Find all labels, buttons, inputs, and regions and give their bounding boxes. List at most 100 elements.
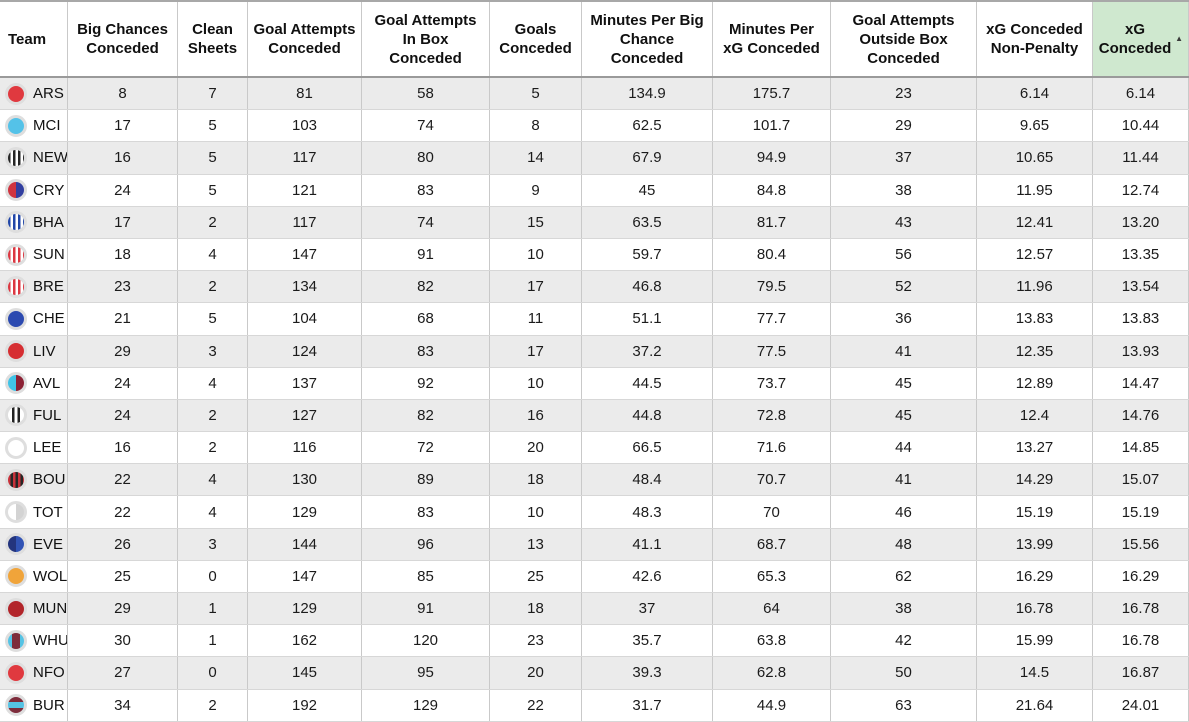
stat-cell-big-chances-conceded: 16	[68, 432, 178, 464]
stat-cell-xg-conceded-non-penalty: 15.19	[977, 496, 1093, 528]
stat-cell-goal-attempts-in-box-conceded: 95	[362, 657, 490, 689]
stat-cell-goal-attempts-outside-box-conceded: 37	[831, 142, 977, 174]
stat-cell-goal-attempts-in-box-conceded: 83	[362, 335, 490, 367]
team-cell: MUN	[0, 593, 68, 625]
team-cell: BOU	[0, 464, 68, 496]
team-badge-icon	[5, 307, 27, 330]
stat-cell-minutes-per-big-chance-conceded: 59.7	[582, 238, 713, 271]
table-row: BUR 34 2 192 129 22 31.7 44.9 63 21.64 24.01	[0, 689, 1189, 722]
team-abbreviation: CRY	[33, 181, 65, 199]
team-badge-icon	[5, 436, 27, 459]
stat-cell-goals-conceded: 8	[490, 110, 582, 142]
team-abbreviation: BOU	[33, 471, 66, 489]
stat-cell-minutes-per-big-chance-conceded: 45	[582, 174, 713, 206]
stat-cell-minutes-per-xg-conceded: 64	[713, 593, 831, 625]
stat-cell-big-chances-conceded: 16	[68, 142, 178, 174]
column-header-label: Goal Attempts In Box Conceded	[374, 11, 477, 67]
stat-cell-goal-attempts-outside-box-conceded: 45	[831, 367, 977, 399]
stat-cell-minutes-per-xg-conceded: 84.8	[713, 174, 831, 206]
stat-cell-clean-sheets: 4	[178, 238, 248, 271]
stat-cell-xg-conceded-non-penalty: 16.78	[977, 593, 1093, 625]
column-header-goal-attempts-outside-box-conceded[interactable]: Goal Attempts Outside Box Conceded	[831, 2, 977, 76]
stat-cell-minutes-per-xg-conceded: 77.7	[713, 303, 831, 335]
stat-cell-minutes-per-xg-conceded: 80.4	[713, 238, 831, 271]
stat-cell-goal-attempts-conceded: 116	[248, 432, 362, 464]
stat-cell-xg-conceded-non-penalty: 12.41	[977, 206, 1093, 238]
stat-cell-goal-attempts-conceded: 147	[248, 560, 362, 592]
stat-cell-minutes-per-xg-conceded: 72.8	[713, 399, 831, 432]
team-abbreviation: AVL	[33, 374, 61, 392]
stat-cell-minutes-per-big-chance-conceded: 66.5	[582, 432, 713, 464]
team-abbreviation: MCI	[33, 117, 61, 135]
stat-cell-big-chances-conceded: 24	[68, 174, 178, 206]
team-cell: WOL	[0, 560, 68, 592]
team-cell: LIV	[0, 335, 68, 367]
stat-cell-big-chances-conceded: 29	[68, 593, 178, 625]
stat-cell-xg-conceded-non-penalty: 13.83	[977, 303, 1093, 335]
stat-cell-minutes-per-big-chance-conceded: 44.8	[582, 399, 713, 432]
stat-cell-clean-sheets: 2	[178, 689, 248, 721]
stat-cell-goal-attempts-conceded: 192	[248, 689, 362, 721]
stat-cell-goal-attempts-conceded: 129	[248, 593, 362, 625]
stat-cell-big-chances-conceded: 23	[68, 271, 178, 303]
stat-cell-goal-attempts-conceded: 147	[248, 238, 362, 271]
stat-cell-xg-conceded: 6.14	[1093, 78, 1189, 110]
stat-cell-goal-attempts-conceded: 134	[248, 271, 362, 303]
column-header-xg-conceded[interactable]: xG Conceded ▲	[1093, 2, 1189, 76]
stat-cell-goals-conceded: 17	[490, 271, 582, 303]
column-header-clean-sheets[interactable]: Clean Sheets	[178, 2, 248, 76]
column-header-xg-conceded-non-penalty[interactable]: xG Conceded Non-Penalty	[977, 2, 1093, 76]
column-header-minutes-per-xg-conceded[interactable]: Minutes Per xG Conceded	[713, 2, 831, 76]
stat-cell-minutes-per-big-chance-conceded: 48.3	[582, 496, 713, 528]
stat-cell-minutes-per-big-chance-conceded: 37	[582, 593, 713, 625]
stat-cell-clean-sheets: 2	[178, 206, 248, 238]
team-abbreviation: FUL	[33, 406, 62, 424]
table-row: MUN 29 1 129 91 18 37 64 38 16.78 16.78	[0, 593, 1189, 626]
team-badge-icon	[5, 468, 27, 491]
stat-cell-goal-attempts-outside-box-conceded: 62	[831, 560, 977, 592]
stat-cell-clean-sheets: 5	[178, 110, 248, 142]
column-header-label: xG Conceded Non-Penalty	[986, 21, 1083, 57]
team-cell: EVE	[0, 528, 68, 560]
team-badge-icon	[5, 146, 27, 169]
stat-cell-big-chances-conceded: 18	[68, 238, 178, 271]
table-row: SUN 18 4 147 91 10 59.7 80.4 56 12.57 13.35	[0, 238, 1189, 272]
stat-cell-goal-attempts-in-box-conceded: 96	[362, 528, 490, 560]
stat-cell-xg-conceded-non-penalty: 14.29	[977, 464, 1093, 496]
stat-cell-minutes-per-xg-conceded: 62.8	[713, 657, 831, 689]
stat-cell-goals-conceded: 10	[490, 367, 582, 399]
stat-cell-big-chances-conceded: 17	[68, 206, 178, 238]
stat-cell-xg-conceded: 13.93	[1093, 335, 1189, 367]
stat-cell-xg-conceded: 10.44	[1093, 110, 1189, 142]
stat-cell-clean-sheets: 1	[178, 593, 248, 625]
column-header-goal-attempts-in-box-conceded[interactable]: Goal Attempts In Box Conceded	[362, 2, 490, 76]
stat-cell-goal-attempts-in-box-conceded: 120	[362, 625, 490, 657]
stat-cell-goal-attempts-outside-box-conceded: 45	[831, 399, 977, 432]
stat-cell-goals-conceded: 14	[490, 142, 582, 174]
team-cell: TOT	[0, 496, 68, 528]
column-header-team[interactable]: Team	[0, 2, 68, 76]
column-header-minutes-per-big-chance-conceded[interactable]: Minutes Per Big Chance Conceded	[582, 2, 713, 76]
stat-cell-minutes-per-xg-conceded: 65.3	[713, 560, 831, 592]
stat-cell-big-chances-conceded: 24	[68, 367, 178, 399]
stat-cell-xg-conceded: 15.56	[1093, 528, 1189, 560]
table-row: NFO 27 0 145 95 20 39.3 62.8 50 14.5 16.87	[0, 657, 1189, 690]
table-row: NEW 16 5 117 80 14 67.9 94.9 37 10.65 11.44	[0, 142, 1189, 175]
stat-cell-goal-attempts-outside-box-conceded: 56	[831, 238, 977, 271]
stat-cell-minutes-per-xg-conceded: 68.7	[713, 528, 831, 560]
column-header-big-chances-conceded[interactable]: Big Chances Conceded	[68, 2, 178, 76]
team-cell: BRE	[0, 271, 68, 303]
stat-cell-xg-conceded-non-penalty: 12.89	[977, 367, 1093, 399]
stat-cell-minutes-per-xg-conceded: 101.7	[713, 110, 831, 142]
stat-cell-xg-conceded-non-penalty: 12.35	[977, 335, 1093, 367]
stat-cell-goals-conceded: 5	[490, 78, 582, 110]
stat-cell-goal-attempts-conceded: 104	[248, 303, 362, 335]
column-header-goals-conceded[interactable]: Goals Conceded	[490, 2, 582, 76]
stat-cell-goal-attempts-in-box-conceded: 74	[362, 110, 490, 142]
stat-cell-clean-sheets: 4	[178, 464, 248, 496]
team-cell: CRY	[0, 174, 68, 206]
column-header-goal-attempts-conceded[interactable]: Goal Attempts Conceded	[248, 2, 362, 76]
stat-cell-xg-conceded-non-penalty: 13.99	[977, 528, 1093, 560]
team-badge-icon	[5, 597, 27, 620]
stat-cell-goals-conceded: 17	[490, 335, 582, 367]
